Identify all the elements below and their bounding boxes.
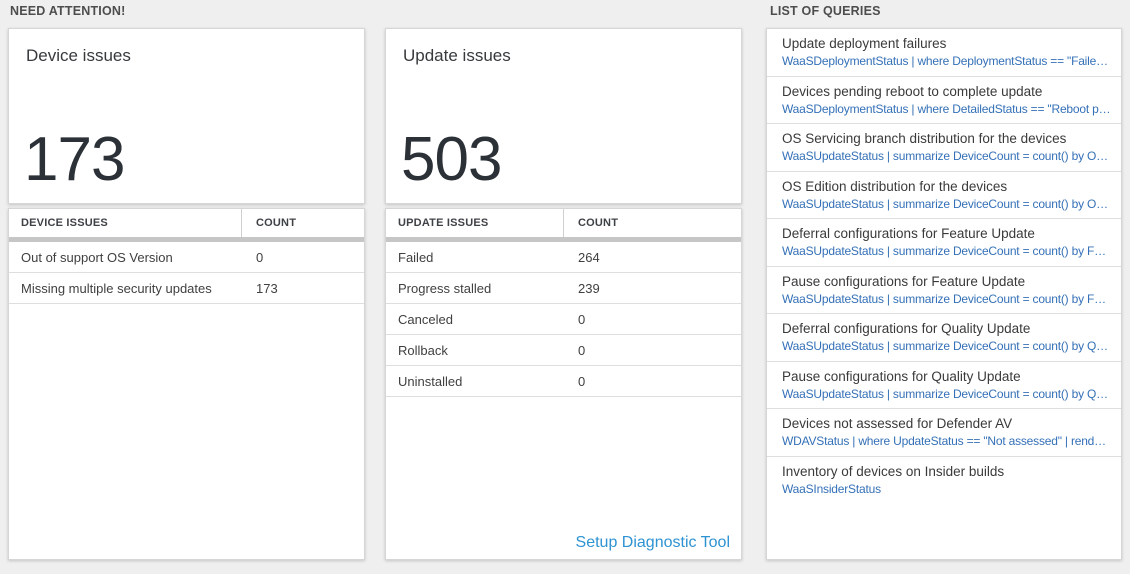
column-header-device-issues: DEVICE ISSUES [9,209,242,237]
update-issues-tile[interactable]: Update issues 503 [385,28,742,204]
query-text: WaaSUpdateStatus | summarize DeviceCount… [782,244,1111,258]
column-header-count: COUNT [256,217,297,229]
query-title: Devices pending reboot to complete updat… [782,83,1043,99]
query-title: Devices not assessed for Defender AV [782,416,1013,431]
row-label: Uninstalled [398,373,463,389]
row-label: Rollback [398,342,448,358]
query-list-item[interactable]: Devices not assessed for Defender AV WDAV… [767,409,1121,457]
query-list-item[interactable]: Pause configurations for Feature Update W… [767,267,1121,314]
table-row[interactable]: Out of support OS Version 0 [9,242,364,273]
query-title: Pause configurations for Quality Update [782,368,1021,384]
row-count: 0 [578,373,586,389]
query-title: Update deployment failures [782,36,947,51]
row-label: Failed [398,249,434,265]
row-count: 264 [578,249,600,265]
row-count: 0 [578,311,586,327]
query-text: WaaSDeploymentStatus | where DetailedSta… [782,101,1111,116]
query-text: WaaSUpdateStatus | summarize DeviceCount… [782,196,1111,211]
query-title: Deferral configurations for Feature Upda… [782,226,1035,241]
row-count: 239 [578,280,600,296]
table-row[interactable]: Uninstalled 0 [386,366,741,397]
row-count: 173 [256,280,278,296]
update-table-body: Failed 264 Progress stalled 239 Canceled 0 Rol… [386,242,741,397]
query-title: Deferral configurations for Quality Upda… [782,321,1031,336]
table-row[interactable]: Failed 264 [386,242,741,273]
row-count: 0 [578,342,586,358]
header-divider-band [386,237,741,242]
query-text: WaaSInsiderStatus [782,481,881,496]
device-issues-tile[interactable]: Device issues 173 [8,28,365,204]
update-issues-title: Update issues [403,46,511,65]
table-row[interactable]: Missing multiple security updates 173 [9,273,364,304]
device-issues-title: Device issues [26,46,131,65]
row-label: Canceled [398,311,453,327]
row-label: Missing multiple security updates [21,280,212,296]
row-count: 0 [256,249,264,265]
table-row[interactable]: Canceled 0 [386,304,741,335]
query-list-item[interactable]: Inventory of devices on Insider builds Wa… [767,457,1121,505]
setup-diagnostic-tool-link[interactable]: Setup Diagnostic Tool [575,534,730,551]
update-issues-table: UPDATE ISSUES COUNT Failed 264 Progress st… [385,208,742,560]
query-text: WaaSUpdateStatus | summarize DeviceCount… [782,339,1111,353]
row-label: Out of support OS Version [21,249,173,265]
query-title: OS Edition distribution for the devices [782,178,1008,194]
table-row[interactable]: Progress stalled 239 [386,273,741,304]
update-table-header: UPDATE ISSUES COUNT [386,209,741,237]
query-list-item[interactable]: Devices pending reboot to complete updat… [767,77,1121,124]
query-list-item[interactable]: Deferral configurations for Quality Upda… [767,314,1121,362]
query-list-item[interactable]: OS Servicing branch distribution for the… [767,124,1121,172]
query-list-panel: Update deployment failures WaaSDeployment… [766,28,1122,560]
query-text: WDAVStatus | where UpdateStatus == "Not … [782,434,1111,448]
query-text: WaaSUpdateStatus | summarize DeviceCount… [782,149,1111,163]
query-text: WaaSUpdateStatus | summarize DeviceCount… [782,291,1111,306]
query-title: Pause configurations for Feature Update [782,273,1026,289]
query-title: Inventory of devices on Insider builds [782,463,1005,479]
column-header-update-issues: UPDATE ISSUES [386,209,564,237]
table-row[interactable]: Rollback 0 [386,335,741,366]
device-issues-table: DEVICE ISSUES COUNT Out of support OS Ve… [8,208,365,560]
column-header-count: COUNT [578,217,619,229]
query-text: WaaSDeploymentStatus | where DeploymentS… [782,54,1111,68]
query-text: WaaSUpdateStatus | summarize DeviceCount… [782,386,1111,401]
update-issues-count: 503 [401,125,502,194]
query-list-item[interactable]: Update deployment failures WaaSDeployment… [767,29,1121,77]
query-list-item[interactable]: OS Edition distribution for the devices W… [767,172,1121,219]
query-list: Update deployment failures WaaSDeployment… [767,29,1121,504]
query-list-item[interactable]: Deferral configurations for Feature Upda… [767,219,1121,267]
row-label: Progress stalled [398,280,492,296]
query-title: OS Servicing branch distribution for the… [782,131,1067,146]
device-table-header: DEVICE ISSUES COUNT [9,209,364,237]
list-of-queries-header: LIST OF QUERIES [770,4,881,18]
need-attention-header: NEED ATTENTION! [10,4,126,18]
device-issues-count: 173 [24,125,125,194]
header-divider-band [9,237,364,242]
query-list-item[interactable]: Pause configurations for Quality Update W… [767,362,1121,409]
device-table-body: Out of support OS Version 0 Missing multip… [9,242,364,304]
